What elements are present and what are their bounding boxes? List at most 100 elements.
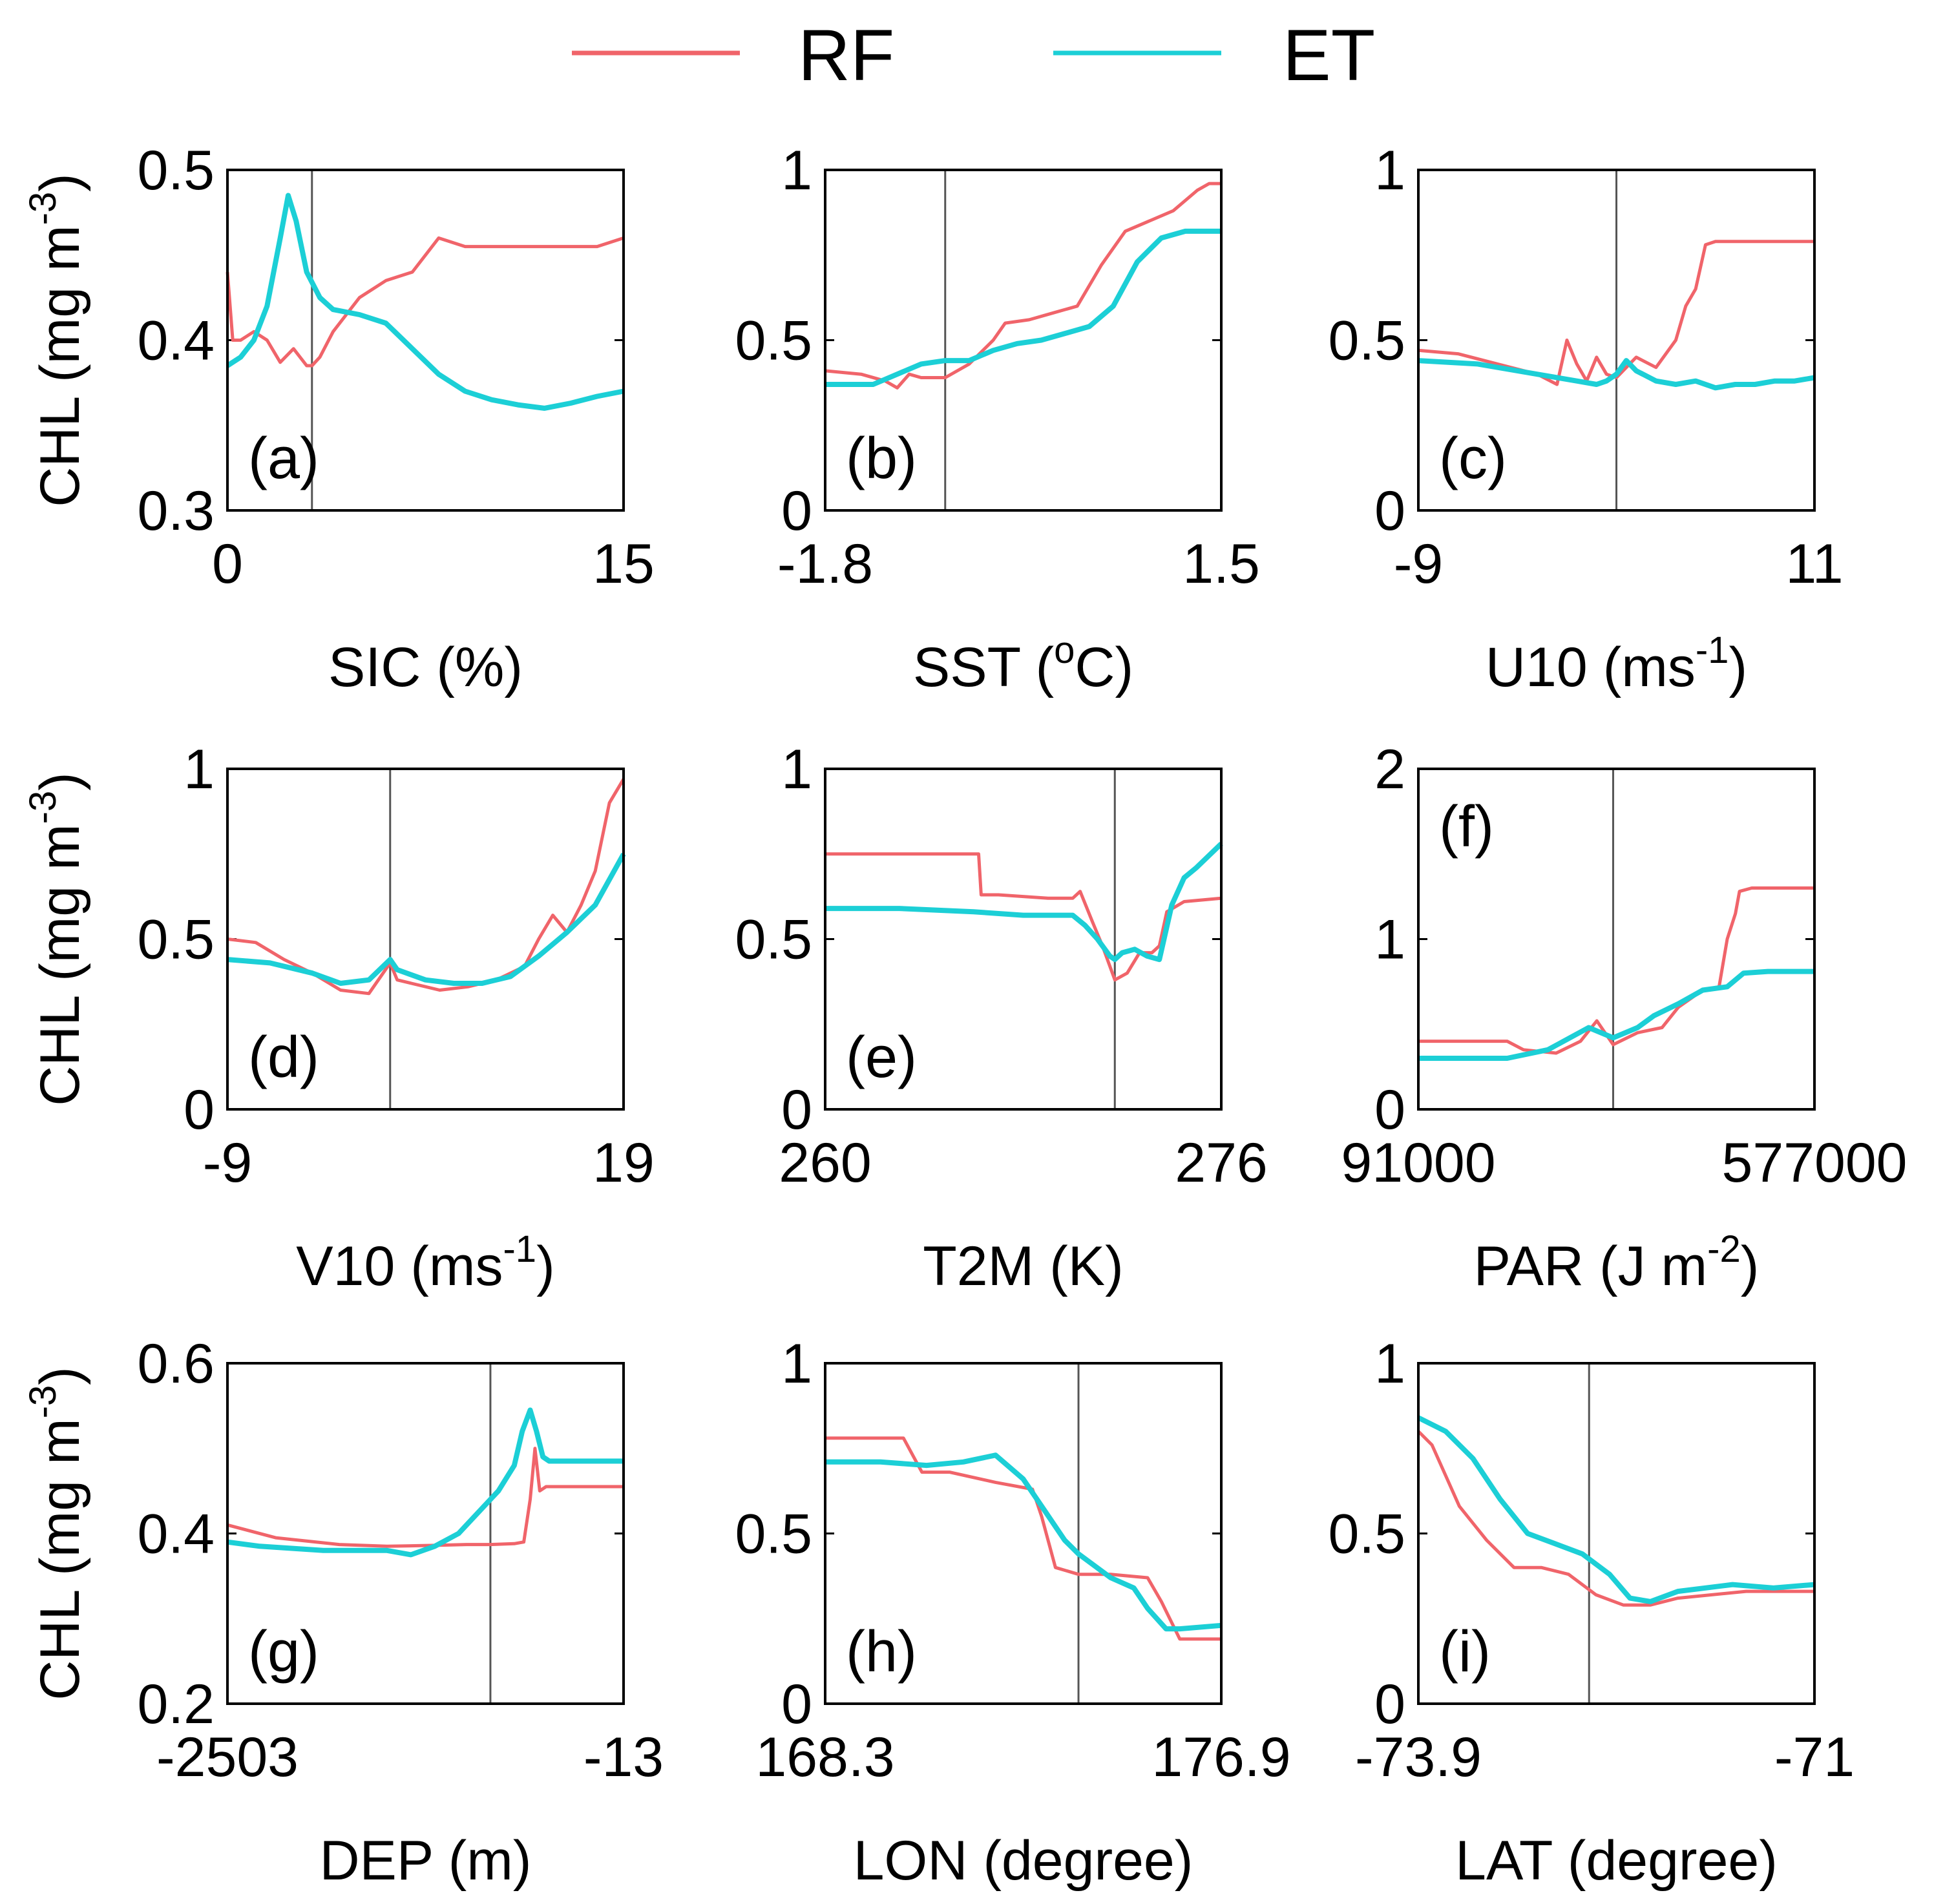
x-tick-label: -71	[1774, 1726, 1855, 1788]
panel-label: (h)	[846, 1620, 917, 1684]
legend: RF ET	[572, 15, 1375, 96]
plot-frame	[226, 1362, 625, 1705]
x-tick-label: -13	[583, 1726, 664, 1788]
x-axis-label-main: DEP (m)	[319, 1830, 531, 1892]
plot-frame	[1417, 1362, 1816, 1705]
panel-label: (b)	[846, 426, 917, 491]
x-tick-label: 11	[1785, 533, 1843, 595]
plot-frame	[226, 768, 625, 1111]
panel-label: (g)	[248, 1620, 319, 1684]
series-line-rf	[825, 182, 1221, 390]
panel-f: 0 1 2 91000 577000 (f) PAR (J m-2)	[1341, 738, 1907, 1297]
panel-label: (c)	[1439, 426, 1507, 491]
series-line-et	[226, 193, 624, 411]
x-tick-label: -1.8	[777, 533, 873, 595]
x-axis-label: U10 (ms-1)	[1486, 629, 1747, 698]
x-axis-label-sup: -2	[1707, 1228, 1741, 1270]
x-axis-label-main: V10 (ms	[296, 1235, 503, 1297]
panel-label: (a)	[248, 426, 319, 491]
x-axis-label: T2M (K)	[923, 1235, 1124, 1297]
x-axis-label-main: LAT (degree)	[1455, 1830, 1778, 1892]
x-tick-label: 1.5	[1182, 533, 1260, 595]
panel-a: 0.3 0.4 0.5 0 15 (a) SIC (%) CHL (mg m-3)	[22, 140, 655, 698]
x-axis-label-tail: C)	[1075, 636, 1133, 698]
series-line-et	[1418, 358, 1815, 391]
x-axis-label: SIC (%)	[328, 636, 523, 698]
x-axis-label-sup: -1	[503, 1228, 536, 1270]
series-line-et	[825, 842, 1223, 963]
y-axis-label: CHL (mg m-3)	[22, 772, 91, 1106]
y-tick-label: 1	[184, 738, 215, 800]
y-tick-label: 0.5	[137, 909, 215, 971]
plot-frame	[226, 169, 625, 512]
y-tick-label: 0.5	[137, 140, 215, 202]
y-tick-label: 0	[1374, 480, 1405, 542]
y-tick-label: 1	[1374, 140, 1405, 202]
y-tick-label: 0	[1374, 1673, 1405, 1735]
y-axis-label-main: CHL (mg m	[29, 1418, 91, 1700]
panel-e: 0 0.5 1 260 276 (e) T2M (K)	[735, 738, 1267, 1297]
series-line-rf	[825, 1436, 1221, 1641]
y-tick-label: 0.4	[137, 1503, 215, 1565]
x-axis-label: DEP (m)	[319, 1830, 531, 1892]
panels: 0.30.40.50 15(a)SIC (%)CHL (mg m-3)00.51-…	[22, 140, 1907, 1892]
x-axis-label: SST (oC)	[913, 629, 1133, 698]
y-axis-label-sup: -3	[22, 1385, 64, 1419]
series-line-et	[227, 852, 626, 986]
x-axis-label-main: SIC (%)	[328, 636, 523, 698]
y-tick-label: 1	[781, 1333, 812, 1395]
y-tick-label: 0	[184, 1079, 215, 1141]
y-tick-label: 1	[1374, 909, 1405, 971]
x-axis-label-tail: )	[1741, 1235, 1760, 1297]
x-axis-label-main: PAR (J m	[1474, 1235, 1708, 1297]
series-line-rf	[1417, 1430, 1814, 1607]
panel-c: 0 0.5 1 -9 11 (c) U10 (ms-1)	[1328, 140, 1843, 698]
y-tick-label: 0.5	[735, 310, 812, 372]
panel-g: 0.2 0.4 0.6 -2503 -13 (g) DEP (m) CHL (mg m-3)	[22, 1333, 664, 1892]
x-axis-label-tail: )	[536, 1235, 555, 1297]
y-tick-label: 0	[781, 480, 812, 542]
legend-label-rf: RF	[798, 15, 894, 96]
y-axis-label: CHL (mg m-3)	[22, 1366, 91, 1700]
y-axis-label-main: CHL (mg m	[29, 824, 91, 1105]
x-tick-label: 176.9	[1151, 1726, 1290, 1788]
y-axis-label-tail: )	[29, 173, 91, 192]
plot-frame	[1417, 169, 1816, 512]
series-line-et	[825, 228, 1221, 387]
y-tick-label: 0.5	[735, 1503, 812, 1565]
y-tick-label: 2	[1374, 738, 1405, 800]
series-line-et	[825, 1452, 1222, 1632]
y-tick-label: 0	[1374, 1079, 1405, 1141]
x-axis-label: V10 (ms-1)	[296, 1228, 554, 1297]
y-axis-label-tail: )	[29, 772, 91, 791]
x-tick-label: -73.9	[1355, 1726, 1482, 1788]
series-line-et	[1417, 1415, 1815, 1604]
y-tick-label: 0.6	[137, 1333, 215, 1395]
x-axis-label-sup: -1	[1696, 629, 1729, 671]
plot-frame	[824, 1362, 1223, 1705]
y-tick-label: 1	[1374, 1333, 1405, 1395]
x-tick-label: 91000	[1341, 1132, 1495, 1194]
panel-b: 0 0.5 1 -1.8 1.5 (b) SST (oC)	[735, 140, 1259, 698]
x-tick-label: 577000	[1722, 1132, 1908, 1194]
y-tick-label: 0.5	[1328, 1503, 1405, 1565]
y-tick-label: 0.2	[137, 1673, 215, 1735]
x-tick-label: 19	[593, 1132, 655, 1194]
series-line-et	[1418, 968, 1814, 1061]
x-axis-label: LAT (degree)	[1455, 1830, 1778, 1892]
y-axis-label-sup: -3	[22, 791, 64, 824]
y-tick-label: 0.5	[735, 909, 812, 971]
panel-label: (d)	[248, 1025, 319, 1090]
plot-frame	[1417, 768, 1816, 1111]
y-axis-label-tail: )	[29, 1366, 91, 1385]
y-axis-label-main: CHL (mg m	[29, 225, 91, 507]
panel-label: (f)	[1439, 795, 1494, 859]
y-tick-label: 0	[781, 1079, 812, 1141]
x-axis-label-sup: o	[1054, 629, 1075, 671]
y-tick-label: 1	[781, 738, 812, 800]
x-tick-label: -9	[203, 1132, 252, 1194]
y-axis-label: CHL (mg m-3)	[22, 173, 91, 507]
panel-d: 00.51-9 19(d)V10 (ms-1)CHL (mg m-3)	[22, 738, 655, 1297]
